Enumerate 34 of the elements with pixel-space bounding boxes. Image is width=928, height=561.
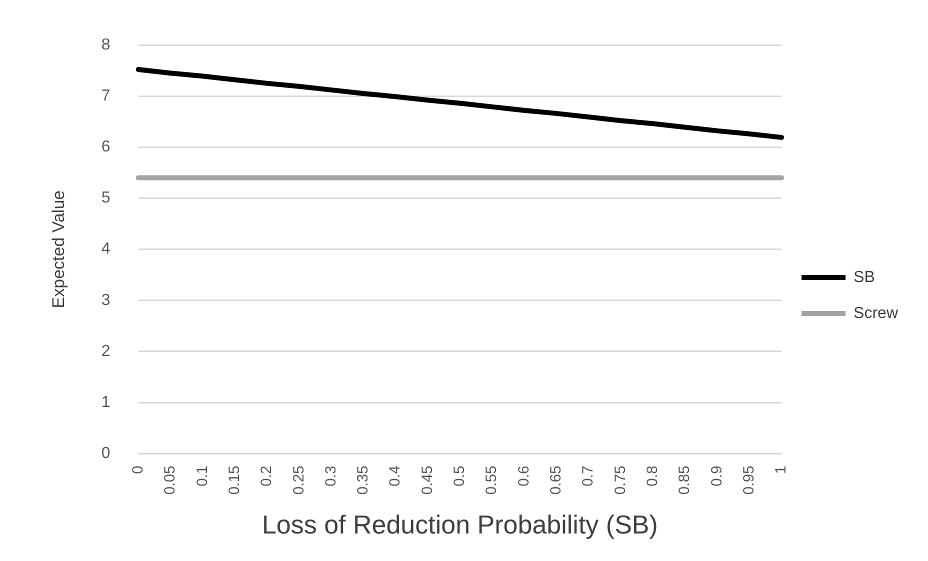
legend-label: Screw xyxy=(854,304,898,322)
y-tick-label: 4 xyxy=(101,240,110,258)
y-tick-label: 1 xyxy=(101,394,110,411)
y-tick-label: 0 xyxy=(101,445,110,462)
x-tick-label: 0.1 xyxy=(194,466,211,486)
x-tick-label: 0.8 xyxy=(644,466,662,486)
x-tick-label: 1 xyxy=(772,466,790,474)
x-tick-label: 0.2 xyxy=(258,466,276,486)
x-tick-label: 0.95 xyxy=(740,466,758,495)
x-tick-label: 0.7 xyxy=(580,466,597,486)
x-tick-label: 0.5 xyxy=(451,466,468,486)
x-tick-label: 0.75 xyxy=(612,466,629,495)
x-tick-label: 0 xyxy=(129,466,146,474)
x-tick-label: 0.25 xyxy=(290,466,308,495)
x-tick-label: 0.55 xyxy=(483,466,500,495)
y-tick-label: 5 xyxy=(101,190,110,207)
x-tick-label: 0.6 xyxy=(515,466,532,486)
y-tick-label: 6 xyxy=(101,138,110,156)
legend-label: SB xyxy=(854,268,875,286)
x-tick-label: 0.65 xyxy=(548,466,565,495)
x-tick-label: 0.45 xyxy=(418,466,436,495)
x-axis-title: Loss of Reduction Probability (SB) xyxy=(262,510,658,540)
x-tick-label: 0.85 xyxy=(676,466,694,495)
x-tick-label: 0.9 xyxy=(708,466,726,486)
y-axis-title: Expected Value xyxy=(48,190,68,308)
x-tick-label: 0.3 xyxy=(322,466,340,486)
y-tick-label: 3 xyxy=(101,292,110,309)
x-tick-label: 0.35 xyxy=(354,466,372,495)
x-tick-label: 0.05 xyxy=(162,466,179,495)
x-tick-label: 0.15 xyxy=(226,466,243,495)
y-tick-label: 7 xyxy=(101,87,110,104)
y-tick-label: 2 xyxy=(101,342,110,360)
y-tick-label: 8 xyxy=(101,36,110,54)
x-tick-label: 0.4 xyxy=(386,466,404,486)
